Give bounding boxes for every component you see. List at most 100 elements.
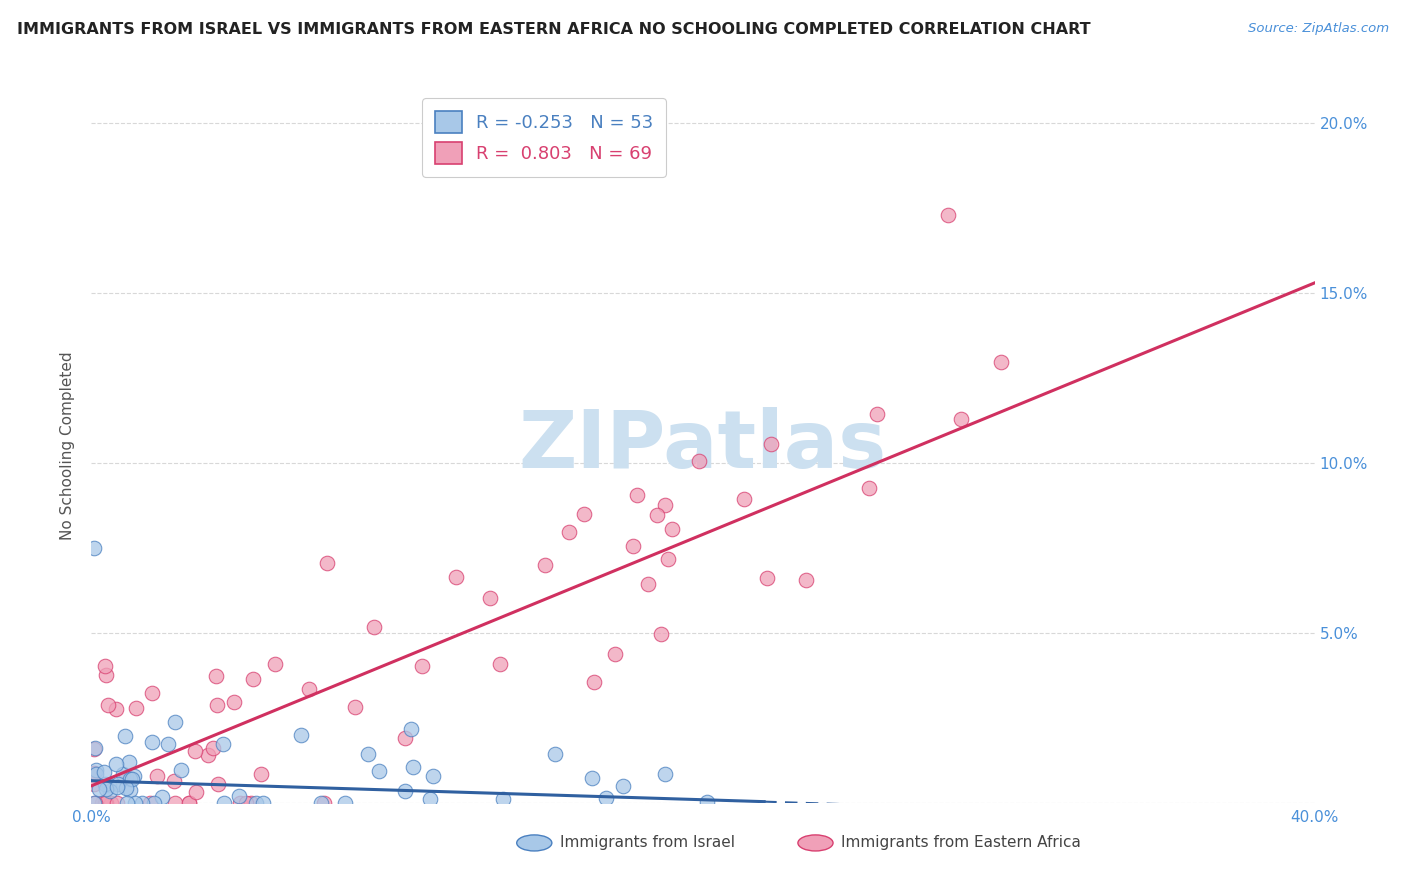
Point (115, 780, 138, 795)
Point (114, 729, 136, 743)
Point (492, 792, 515, 806)
Point (990, 355, 1012, 369)
Point (250, 766, 273, 780)
Point (117, 755, 139, 769)
Point (100, 796, 122, 810)
Point (94, 796, 117, 810)
Point (311, 796, 333, 810)
Text: Immigrants from Eastern Africa: Immigrants from Eastern Africa (841, 836, 1081, 850)
Point (696, 795, 718, 809)
Point (124, 796, 146, 810)
Point (177, 796, 200, 810)
Point (623, 539, 645, 553)
Point (131, 796, 153, 810)
Point (603, 648, 626, 662)
Point (177, 796, 200, 810)
Point (84, 764, 107, 778)
Point (534, 558, 557, 572)
Point (479, 591, 502, 606)
Point (83, 765, 105, 780)
Point (637, 577, 659, 591)
Point (156, 737, 179, 751)
Point (94, 668, 117, 682)
Point (212, 737, 235, 751)
Point (83, 541, 105, 555)
Point (489, 657, 512, 671)
Point (122, 768, 145, 782)
Point (184, 744, 207, 758)
Point (240, 796, 263, 810)
Point (141, 686, 163, 700)
Point (402, 760, 425, 774)
Point (654, 498, 676, 512)
Point (733, 492, 755, 507)
Point (572, 507, 595, 521)
Point (314, 796, 336, 810)
Text: Immigrants from Israel: Immigrants from Israel (560, 836, 734, 850)
Point (245, 796, 267, 810)
Point (582, 675, 605, 690)
Point (229, 796, 252, 810)
Point (163, 715, 186, 730)
Point (83, 777, 105, 791)
Point (84, 767, 107, 781)
Point (118, 772, 141, 786)
Point (626, 488, 648, 502)
Point (298, 682, 321, 697)
Point (399, 723, 422, 737)
Point (93, 777, 115, 791)
Point (858, 481, 880, 495)
Point (94, 782, 117, 797)
Point (394, 784, 416, 798)
Point (235, 796, 257, 810)
Point (222, 695, 245, 709)
Point (93, 765, 115, 780)
Point (141, 735, 163, 749)
Legend: R = -0.253   N = 53, R =  0.803   N = 69: R = -0.253 N = 53, R = 0.803 N = 69 (422, 98, 666, 177)
Point (105, 796, 128, 810)
Point (104, 702, 127, 716)
Y-axis label: No Schooling Completed: No Schooling Completed (60, 351, 76, 541)
Point (595, 791, 617, 805)
Text: Source: ZipAtlas.com: Source: ZipAtlas.com (1249, 22, 1389, 36)
Point (866, 408, 889, 422)
Text: ZIPatlas: ZIPatlas (519, 407, 887, 485)
Point (83, 796, 105, 810)
Point (661, 522, 683, 536)
Point (105, 756, 128, 771)
Point (94, 659, 117, 673)
Point (83, 796, 105, 810)
Point (146, 769, 169, 783)
Point (543, 747, 565, 761)
Point (205, 669, 228, 683)
Point (645, 508, 668, 522)
Point (688, 454, 710, 468)
Point (557, 525, 579, 540)
Point (83, 742, 105, 756)
Point (163, 796, 186, 810)
Point (657, 552, 679, 566)
Point (263, 657, 285, 671)
Point (98, 784, 121, 798)
Point (612, 779, 634, 793)
Point (138, 796, 160, 810)
Point (368, 764, 391, 779)
Point (115, 796, 138, 810)
Point (150, 790, 173, 805)
Point (581, 771, 603, 785)
Point (394, 731, 416, 745)
Point (654, 767, 676, 781)
Point (650, 627, 672, 641)
Point (163, 773, 186, 788)
Point (202, 740, 225, 755)
Point (94, 796, 117, 810)
Point (252, 796, 274, 810)
Point (936, 208, 959, 222)
Point (794, 574, 817, 588)
Point (316, 556, 339, 570)
Point (444, 570, 467, 584)
Point (89, 781, 111, 796)
Point (125, 700, 148, 714)
Point (118, 783, 141, 797)
Point (759, 437, 782, 451)
